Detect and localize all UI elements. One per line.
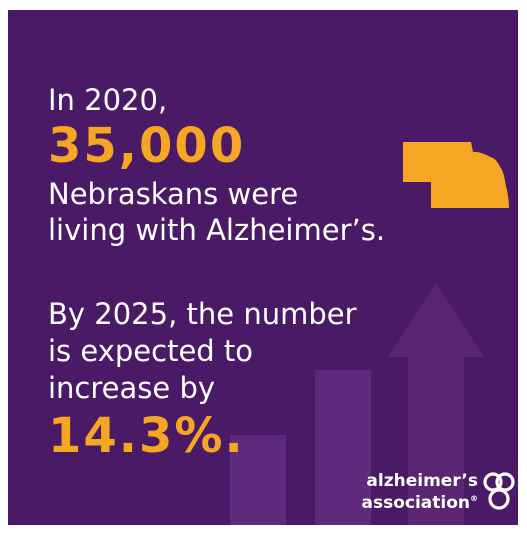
intro-text: In 2020, (48, 83, 168, 117)
logo-line-1: alzheimer’s (366, 471, 478, 491)
headline-line-b: living with Alzheimer’s. (48, 213, 386, 247)
registered-mark: ® (470, 494, 478, 503)
growth-bar-short (230, 435, 286, 525)
projection-line-b: is expected to (48, 334, 254, 368)
arrow-shaft (408, 355, 464, 525)
logo-mark-icon (483, 472, 515, 510)
projection-line-a: By 2025, the number (48, 297, 357, 331)
count-stat: 35,000 (48, 118, 246, 174)
alzheimers-association-logo: alzheimer’s association® (362, 465, 518, 521)
nebraska-map-icon (403, 142, 509, 208)
logo-line-2: association® (362, 495, 479, 512)
infographic-card: In 2020, 35,000 Nebraskans were living w… (8, 10, 518, 525)
headline-line-a: Nebraskans were (48, 177, 299, 211)
arrow-head (388, 283, 484, 357)
logo-line-2-text: association (361, 493, 471, 513)
projection-line-c: increase by (48, 371, 216, 405)
percent-stat: 14.3%. (48, 408, 245, 464)
growth-bar-tall (315, 370, 371, 525)
